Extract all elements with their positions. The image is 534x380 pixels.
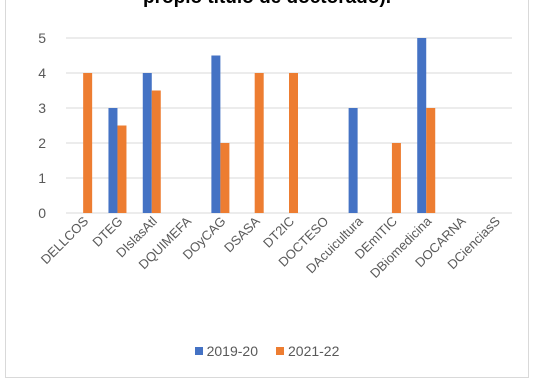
bar-2021-22 [151, 90, 161, 213]
chart-title: propio título de doctorado). [0, 0, 534, 9]
bar-2021-22 [289, 73, 298, 213]
bar-chart: 012345DELLCOSDTEGDIslasAtlDQUIMEFADOyCAG… [38, 30, 512, 281]
y-tick-label: 5 [38, 30, 46, 46]
y-tick-label: 0 [38, 205, 46, 221]
y-tick-label: 4 [38, 65, 46, 81]
legend-item-2019-20: 2019-20 [194, 343, 258, 359]
legend-item-2021-22: 2021-22 [276, 343, 339, 359]
bar-2019-20 [417, 38, 427, 213]
y-tick-label: 1 [38, 170, 46, 186]
bar-2021-22 [220, 143, 230, 213]
legend-swatch-2021-22 [276, 347, 284, 355]
bar-2021-22 [254, 73, 264, 213]
chart-frame [5, 0, 529, 378]
bar-2021-22 [391, 143, 401, 213]
legend-label-2021-22: 2021-22 [288, 343, 340, 359]
y-tick-label: 2 [38, 135, 46, 151]
bar-2019-20 [211, 55, 221, 213]
bar-2019-20 [142, 73, 152, 213]
y-tick-label: 3 [38, 100, 46, 116]
x-tick-label: DELLCOS [38, 213, 92, 267]
x-tick-label: DSASA [221, 213, 263, 255]
legend: 2019-20 2021-22 [0, 343, 534, 359]
bar-2021-22 [426, 108, 436, 213]
bar-2021-22 [83, 73, 93, 213]
bar-2019-20 [108, 108, 118, 213]
legend-label-2019-20: 2019-20 [206, 343, 258, 359]
legend-swatch-2019-20 [194, 347, 203, 355]
bar-2021-22 [117, 125, 127, 213]
bar-2019-20 [348, 108, 358, 213]
